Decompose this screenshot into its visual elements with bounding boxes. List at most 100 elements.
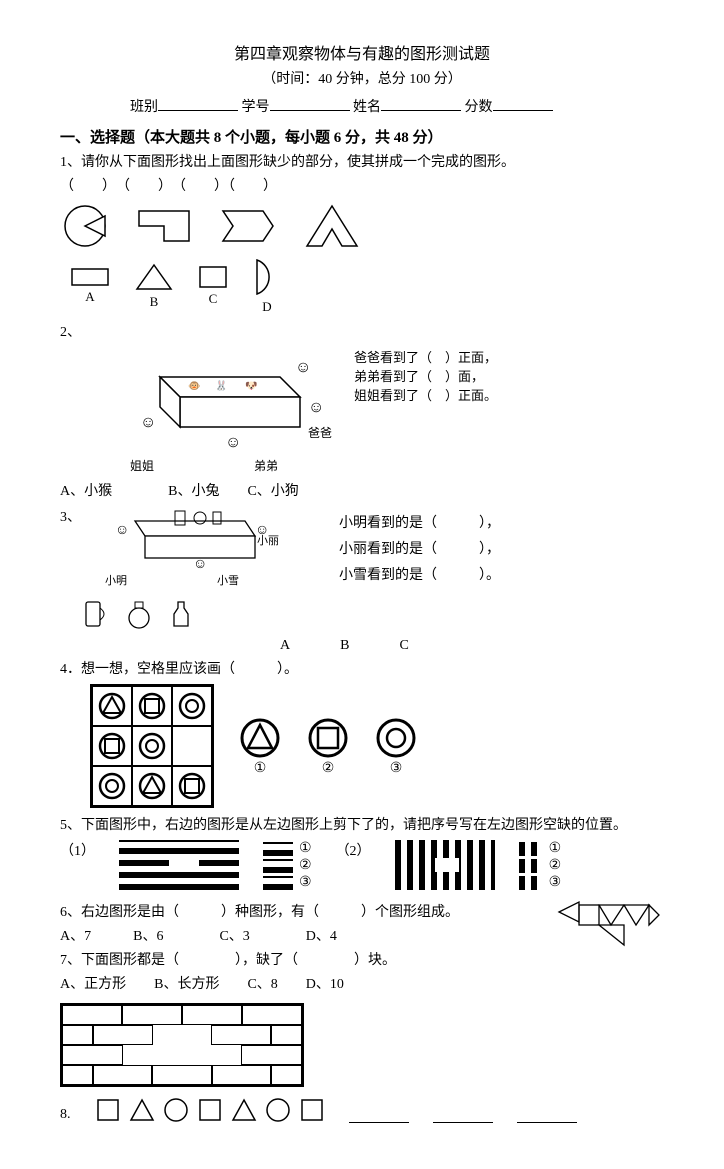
q2-sis: 姐姐 [130, 457, 154, 474]
page-title: 第四章观察物体与有趣的图形测试题 [60, 40, 664, 64]
q5-fig2 [395, 840, 495, 890]
q3-abc: A B C [280, 638, 664, 654]
q3-ming: 小明 [105, 572, 127, 588]
q1-opt-b: B [134, 262, 174, 310]
name-label: 姓名 [353, 100, 381, 115]
q1-opt-d: D [252, 257, 282, 315]
q8-shapes [95, 1097, 325, 1123]
q5-fig2-pieces: ① ② ③ [519, 840, 562, 891]
q8-blank2 [433, 1108, 493, 1123]
q3-r1: 小明看到的是（ ）， [339, 512, 500, 532]
q2-figure-row: ☺ ☺ ☺ ☺ 🐵 🐰 🐶 姐姐 弟弟 爸爸 爸爸看到了（ ）正面， 弟弟看到了… [120, 347, 664, 474]
svg-text:🐵: 🐵 [188, 381, 200, 392]
q2-l3a: 姐姐看到了（ [354, 388, 432, 403]
q5-row: （1） ① ② ③ （2） ① ② ③ [60, 840, 664, 891]
q1-opt-a: A [70, 267, 110, 305]
q5-n3a: ③ [299, 874, 312, 891]
open-triangle-icon [302, 201, 362, 251]
q4-row: ① ② ③ [90, 684, 664, 808]
q5-n3b: ③ [549, 874, 562, 891]
q3-num: 3、 [60, 506, 81, 526]
svg-text:☺: ☺ [308, 399, 324, 416]
svg-text:🐶: 🐶 [245, 381, 257, 392]
q4-text: 4．想一想，空格里应该画（ ）。 [60, 658, 664, 678]
q2-l3b: ）正面。 [445, 388, 497, 403]
arrow-rect-icon [218, 206, 278, 246]
q4-opt1: ① [238, 716, 282, 777]
q1-blanks: （ ） （ ） （ ）（ ） [60, 175, 664, 195]
q4-o1: ① [238, 760, 282, 777]
q8-blank3 [517, 1108, 577, 1123]
q1-label-c: C [198, 291, 228, 307]
section-heading: 一、选择题（本大题共 8 个小题，每小题 6 分，共 48 分） [60, 126, 664, 147]
q5-fig1 [119, 840, 239, 890]
svg-text:🐰: 🐰 [215, 379, 227, 392]
name-blank [381, 96, 461, 111]
q3-c: C [399, 638, 408, 654]
q6-text: 6、右边图形是由（ ）种图形，有（ ）个图形组成。 [60, 901, 530, 921]
q3-row: 3、 ☺ ☺ ☺ 小明 小雪 小丽 小明看到的是（ ）， 小丽看到的是（ ）， … [60, 506, 664, 590]
svg-text:☺: ☺ [193, 557, 207, 572]
svg-text:☺: ☺ [295, 359, 311, 376]
q5-n2b: ② [549, 857, 562, 874]
svg-text:☺: ☺ [140, 414, 156, 431]
svg-text:☺: ☺ [225, 434, 241, 451]
q4-opt3: ③ [374, 716, 418, 777]
q2-scene: ☺ ☺ ☺ ☺ 🐵 🐰 🐶 姐姐 弟弟 爸爸 [120, 347, 330, 474]
q3-r3: 小雪看到的是（ ）。 [339, 564, 500, 584]
id-label: 学号 [242, 100, 270, 115]
q3-r2: 小丽看到的是（ ）， [339, 538, 500, 558]
id-blank [270, 96, 350, 111]
q3-items [80, 596, 664, 632]
q6-tangram-icon [554, 897, 664, 953]
svg-text:☺: ☺ [115, 523, 129, 538]
q4-grid [90, 684, 214, 808]
score-label: 分数 [465, 100, 493, 115]
q4-opt2: ② [306, 716, 350, 777]
q8-row: 8. [60, 1093, 664, 1123]
q8-num: 8. [60, 1107, 71, 1123]
q3-right: 小明看到的是（ ）， 小丽看到的是（ ）， 小雪看到的是（ ）。 [339, 506, 500, 590]
q5-fig1-pieces: ① ② ③ [263, 840, 312, 891]
q1-top-shapes [60, 201, 664, 251]
pacman-icon [60, 201, 110, 251]
q4-o2: ② [306, 760, 350, 777]
q5-text: 5、下面图形中，右边的图形是从左边图形上剪下了的，请把序号写在左边图形空缺的位置… [60, 814, 664, 834]
score-blank [493, 96, 553, 111]
bottle-icon [168, 596, 194, 632]
q2-l1b: ）正面， [445, 350, 497, 365]
q1-opt-c: C [198, 265, 228, 307]
q8-blank1 [349, 1108, 409, 1123]
q5-p1: （1） [60, 840, 95, 860]
q4-o3: ③ [374, 760, 418, 777]
class-label: 班别 [130, 100, 158, 115]
q2-opts: A、小猴 B、小兔 C、小狗 [60, 480, 664, 500]
q2-bro: 弟弟 [254, 457, 278, 474]
q6-opts: A、7 B、6 C、3 D、4 [60, 925, 530, 945]
q1-text: 1、请你从下面图形找出上面图形缺少的部分，使其拼成一个完成的图形。 [60, 151, 664, 171]
q5-n1a: ① [299, 840, 312, 857]
q1-label-b: B [134, 294, 174, 310]
info-row: 班别 学号 姓名 分数 [130, 96, 664, 116]
q1-label-d: D [252, 299, 282, 315]
page-subtitle: （时间：40 分钟，总分 100 分） [60, 68, 664, 88]
q3-a: A [280, 638, 290, 654]
q2-num: 2、 [60, 321, 664, 341]
q5-p2: （2） [336, 840, 371, 860]
q7-opts: A、正方形 B、长方形 C、8 D、10 [60, 973, 530, 993]
q7-brick-wall [60, 1003, 304, 1087]
q7-text: 7、下面图形都是（ ），缺了（ ）块。 [60, 949, 530, 969]
q3-xue: 小雪 [217, 572, 239, 588]
mug-icon [80, 596, 110, 632]
q6-row: 6、右边图形是由（ ）种图形，有（ ）个图形组成。 A、7 B、6 C、3 D、… [60, 897, 664, 997]
q2-l2a: 弟弟看到了（ [354, 369, 432, 384]
q1-bottom-shapes: A B C D [70, 257, 664, 315]
q3-b: B [340, 638, 349, 654]
q2-l1a: 爸爸看到了（ [354, 350, 432, 365]
q1-label-a: A [70, 289, 110, 305]
q5-n1b: ① [549, 840, 562, 857]
class-blank [158, 96, 238, 111]
q5-n2a: ② [299, 857, 312, 874]
pot-icon [124, 596, 154, 632]
q2-lines: 爸爸看到了（ ）正面， 弟弟看到了（ ）面， 姐姐看到了（ ）正面。 [354, 347, 497, 404]
